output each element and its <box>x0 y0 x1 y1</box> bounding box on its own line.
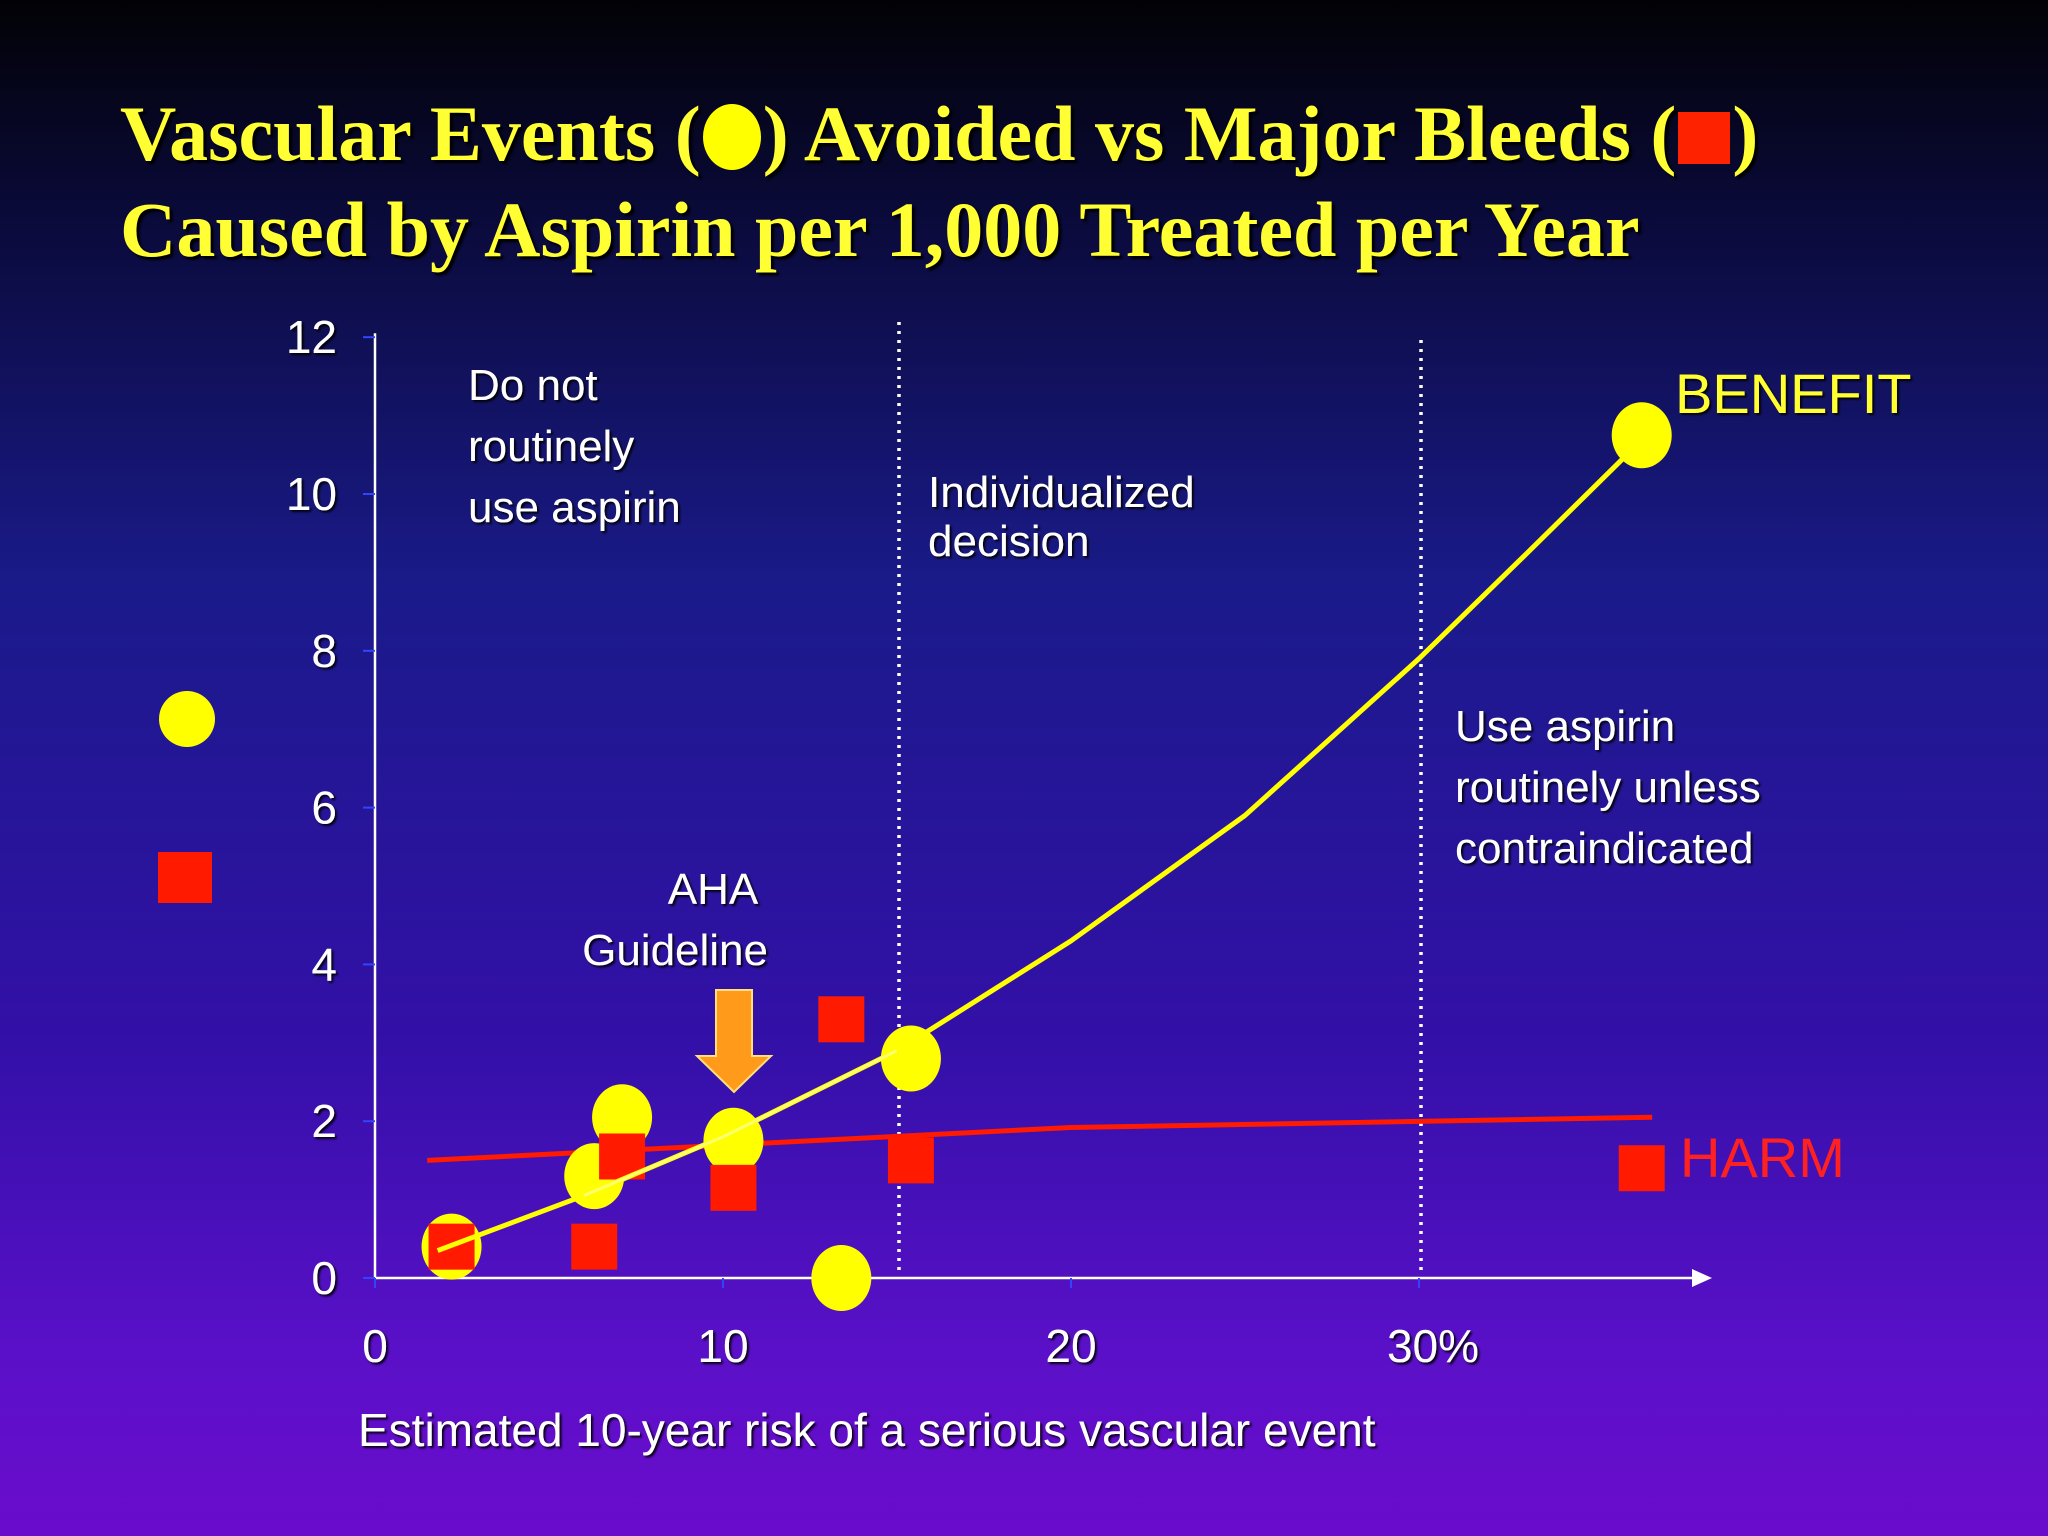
harm-point <box>1618 1145 1665 1192</box>
x-axis-label: Estimated 10-year risk of a serious vasc… <box>358 1404 1376 1456</box>
annotation-individualized-line-1: Individualized <box>928 468 1195 517</box>
annotation-aha-guideline: AHA Guideline <box>582 865 768 975</box>
harm-point <box>571 1223 618 1270</box>
annotation-individualized: Individualized decision <box>928 468 1207 566</box>
x-tick-label: 10 <box>697 1320 748 1372</box>
harm-point <box>818 996 865 1043</box>
x-tick-label: 20 <box>1045 1320 1096 1372</box>
legend-benefit-marker <box>159 691 215 747</box>
benefit-label: BENEFIT <box>1675 362 1911 425</box>
aha-guideline-arrow-icon <box>694 989 774 1094</box>
harm-point <box>887 1137 934 1184</box>
x-tick-label: 0 <box>362 1320 388 1372</box>
y-tick-label: 2 <box>311 1095 337 1147</box>
red-square-icon <box>1678 112 1731 164</box>
y-tick-label: 4 <box>311 938 337 990</box>
data-marks <box>421 402 1672 1311</box>
annotation-use-aspirin-line-3: contraindicated <box>1455 824 1753 873</box>
annotation-individualized-line-2: decision <box>928 517 1089 566</box>
legend-harm-marker <box>158 852 212 903</box>
y-tick-label: 0 <box>311 1252 337 1304</box>
y-tick-label: 8 <box>311 625 337 677</box>
y-tick-label: 12 <box>286 311 337 363</box>
axes: 0 2 4 6 8 10 12 0 10 20 30% <box>286 311 1712 1372</box>
harm-point <box>710 1164 757 1211</box>
annotation-do-not-use-line-3: use aspirin <box>468 483 681 532</box>
title-line-1: Vascular Events () Avoided vs Major Blee… <box>120 90 1759 177</box>
reference-lines <box>897 322 1423 1270</box>
annotation-use-aspirin-line-1: Use aspirin <box>1455 702 1675 751</box>
y-tick-label: 10 <box>286 468 337 520</box>
annotation-use-aspirin-line-2: routinely unless <box>1455 763 1761 812</box>
annotation-do-not-use-line-2: routinely <box>468 422 634 471</box>
harm-label: HARM <box>1680 1126 1845 1189</box>
title-line-2: Caused by Aspirin per 1,000 Treated per … <box>120 186 1640 273</box>
benefit-trend-highlight <box>583 1049 898 1198</box>
y-tick-label: 6 <box>311 782 337 834</box>
x-tick-label: 30% <box>1387 1320 1479 1372</box>
annotation-do-not-use-line-1: Do not <box>468 361 598 410</box>
annotation-aha-line-1: AHA <box>668 865 759 914</box>
annotation-use-aspirin: Use aspirin routinely unless contraindic… <box>1455 702 1773 873</box>
yellow-circle-icon <box>702 104 761 170</box>
annotation-do-not-use: Do not routinely use aspirin <box>468 361 681 532</box>
chart-title: Vascular Events () Avoided vs Major Blee… <box>120 86 1980 278</box>
annotation-aha-line-2: Guideline <box>582 926 768 975</box>
benefit-point <box>880 1025 941 1092</box>
benefit-point <box>811 1245 872 1311</box>
x-axis-arrow-icon <box>1692 1269 1712 1287</box>
